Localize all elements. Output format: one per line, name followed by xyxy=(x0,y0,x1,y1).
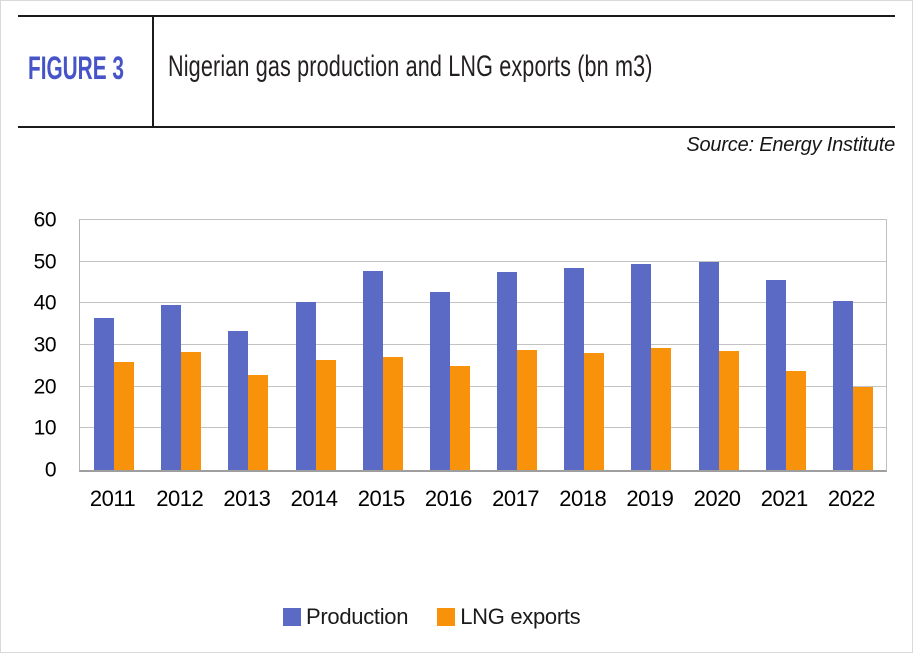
legend-label-production: Production xyxy=(306,604,409,629)
bar-production-2015 xyxy=(362,270,383,470)
x-tick-2021: 2021 xyxy=(760,486,808,511)
y-tick-10: 10 xyxy=(33,416,57,440)
legend-item-production: Production xyxy=(283,606,408,628)
bar-lng-exports-2015 xyxy=(382,356,403,470)
bar-lng-exports-2019 xyxy=(651,348,672,470)
gridline-40 xyxy=(80,302,886,304)
bar-production-2011 xyxy=(94,317,114,470)
x-tick-2013: 2013 xyxy=(223,486,271,511)
bar-lng-exports-2020 xyxy=(718,350,739,470)
legend-item-lng-exports: LNG exports xyxy=(437,604,581,629)
y-tick-40: 40 xyxy=(33,291,57,315)
bar-production-2019 xyxy=(631,263,652,470)
x-tick-2016: 2016 xyxy=(424,486,472,511)
bar-lng-exports-2017 xyxy=(517,350,537,470)
bar-production-2021 xyxy=(765,280,786,470)
bar-production-2018 xyxy=(564,267,585,470)
gridline-30 xyxy=(80,344,886,345)
bar-lng-exports-2022 xyxy=(852,386,873,470)
x-tick-2012: 2012 xyxy=(156,486,204,511)
bar-production-2016 xyxy=(429,291,450,470)
y-tick-30: 30 xyxy=(33,333,57,357)
x-tick-2019: 2019 xyxy=(626,486,674,511)
x-axis-tick-labels: 2011 2012 2013 2014 2015 2016 2017 2018 2019 2020… xyxy=(79,486,885,513)
gridline-20 xyxy=(80,385,886,387)
x-tick-2014: 2014 xyxy=(290,486,338,511)
bar-production-2022 xyxy=(832,300,853,470)
gridline-60 xyxy=(80,219,886,220)
bar-lng-exports-2012 xyxy=(181,352,202,470)
y-tick-0: 0 xyxy=(44,458,57,482)
gridline-10 xyxy=(80,427,886,429)
legend-swatch-lng-exports xyxy=(437,608,456,626)
legend-label-lng-exports: LNG exports xyxy=(460,604,581,629)
bar-production-2017 xyxy=(497,272,517,470)
header-top-rule xyxy=(18,15,895,17)
bar-lng-exports-2011 xyxy=(114,362,134,470)
bar-lng-exports-2021 xyxy=(785,370,806,470)
bar-lng-exports-2014 xyxy=(315,360,336,470)
header-vertical-divider xyxy=(152,17,154,126)
plot-area xyxy=(79,219,887,472)
source-attribution: Source: Energy Institute xyxy=(686,134,895,156)
y-tick-50: 50 xyxy=(33,250,57,274)
y-axis-tick-labels: 0 10 20 30 40 50 60 xyxy=(0,210,57,481)
bar-lng-exports-2016 xyxy=(449,366,470,470)
gridline-50 xyxy=(80,260,886,262)
y-tick-60: 60 xyxy=(33,208,57,232)
x-tick-2020: 2020 xyxy=(693,486,741,511)
bar-production-2012 xyxy=(161,305,182,470)
y-tick-20: 20 xyxy=(33,375,57,399)
chart-legend: Production LNG exports xyxy=(283,604,581,629)
bar-production-2013 xyxy=(228,330,249,470)
bar-production-2020 xyxy=(698,262,719,470)
x-tick-2015: 2015 xyxy=(357,486,405,511)
x-tick-2011: 2011 xyxy=(89,486,136,511)
legend-swatch-production xyxy=(283,608,301,626)
bar-lng-exports-2018 xyxy=(584,353,605,470)
x-tick-2018: 2018 xyxy=(559,486,607,511)
figure-number-label: FIGURE 3 xyxy=(28,50,124,86)
x-tick-2022: 2022 xyxy=(827,486,875,511)
x-tick-2017: 2017 xyxy=(492,486,540,511)
bar-production-2014 xyxy=(295,301,316,470)
chart-title: Nigerian gas production and LNG exports … xyxy=(168,50,653,83)
header-bottom-rule xyxy=(18,126,895,128)
bar-lng-exports-2013 xyxy=(248,375,269,470)
